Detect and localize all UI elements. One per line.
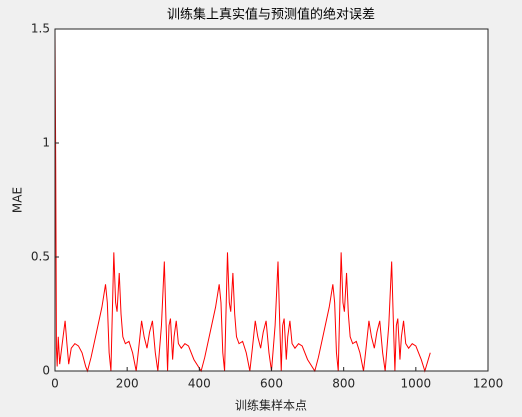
y-tick-label: 0	[42, 364, 50, 378]
x-tick-label: 400	[188, 377, 211, 391]
data-line	[54, 28, 431, 373]
x-tick-label: 800	[332, 377, 355, 391]
y-axis-label: MAE	[11, 187, 25, 213]
x-tick-label: 600	[260, 377, 283, 391]
x-tick-label: 0	[51, 377, 59, 391]
x-tick-label: 1200	[473, 377, 504, 391]
x-axis-label: 训练集样本点	[235, 398, 307, 413]
chart-title: 训练集上真实值与预测值的绝对误差	[167, 7, 375, 23]
x-tick-label: 1000	[401, 377, 432, 391]
y-tick-label: 1.5	[31, 22, 50, 36]
x-tick-label: 200	[116, 377, 139, 391]
plot-area	[55, 29, 488, 371]
y-tick-label: 1	[42, 136, 50, 150]
y-tick-label: 0.5	[31, 250, 50, 264]
